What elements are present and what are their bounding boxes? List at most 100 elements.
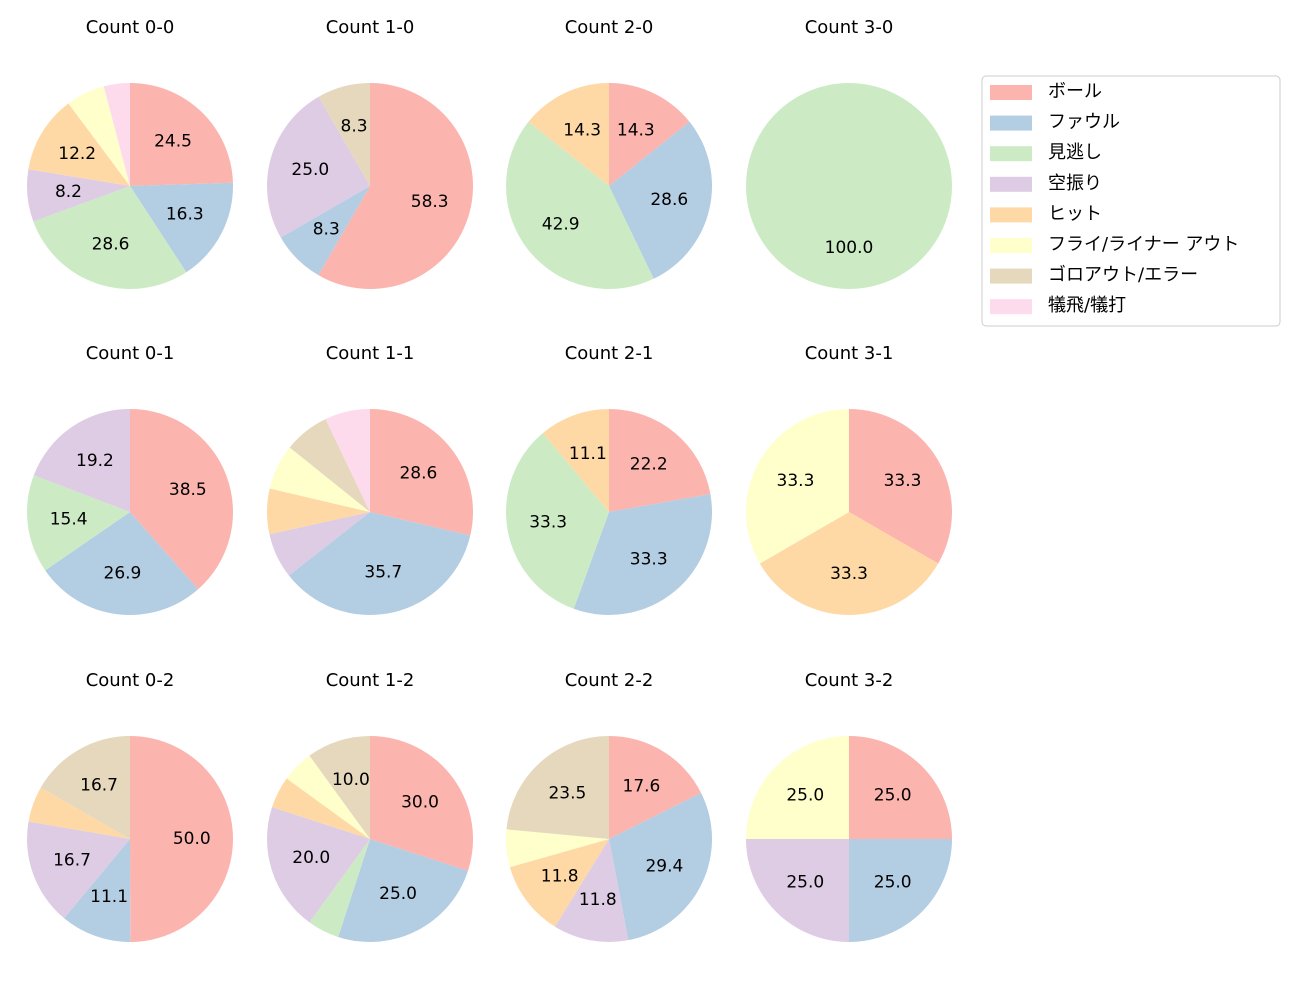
pie-slice: [609, 409, 711, 512]
value-label: 8.3: [313, 220, 340, 240]
value-label: 29.4: [645, 856, 683, 876]
chart-title: Count 2-2: [565, 670, 654, 691]
value-label: 33.3: [884, 471, 922, 491]
pie-slice: [130, 182, 233, 273]
value-label: 22.2: [630, 455, 668, 475]
legend-swatch: [990, 238, 1032, 253]
pie-slice: [27, 169, 131, 222]
value-label: 26.9: [104, 563, 142, 583]
legend-label: ヒット: [1048, 203, 1102, 224]
pie-slice: [267, 807, 370, 923]
pie-slice: [506, 121, 654, 289]
chart-title: Count 0-0: [86, 17, 175, 38]
pie-slice: [130, 83, 233, 186]
value-label: 11.1: [90, 887, 128, 907]
value-label: 25.0: [786, 785, 824, 805]
value-label: 16.7: [53, 850, 91, 870]
value-label: 14.3: [563, 120, 601, 140]
chart-title: Count 1-1: [326, 343, 415, 364]
pie-slice: [745, 409, 849, 564]
pie-slice: [280, 186, 370, 276]
value-label: 58.3: [411, 192, 449, 212]
pie-slice: [68, 86, 130, 186]
pie-slice: [267, 488, 370, 535]
value-label: 24.5: [154, 132, 192, 152]
pie-slice: [573, 494, 712, 616]
pie-slice: [269, 447, 370, 512]
pie-slice: [289, 419, 370, 512]
legend-swatch: [990, 299, 1032, 315]
value-label: 8.2: [55, 182, 82, 202]
legend-label: ファウル: [1048, 112, 1120, 133]
pie-slice: [849, 409, 952, 564]
pie-slice: [509, 839, 609, 927]
pie-slice: [318, 83, 370, 186]
pie-slice: [506, 829, 609, 868]
pie-slice: [103, 83, 130, 186]
chart-title: Count 1-0: [326, 17, 415, 38]
value-label: 25.0: [379, 884, 417, 904]
pie-slice: [849, 736, 952, 839]
pie-slice: [609, 121, 712, 279]
value-label: 33.3: [529, 513, 567, 533]
pie-slice: [286, 755, 370, 839]
pie-slice: [266, 96, 370, 238]
value-label: 11.8: [579, 890, 617, 910]
value-label: 33.3: [777, 471, 815, 491]
legend-swatch: [990, 268, 1032, 284]
value-label: 19.2: [76, 451, 114, 471]
chart-title: Count 2-1: [565, 343, 654, 364]
pie-slice: [542, 409, 609, 512]
pie-slice: [33, 409, 131, 512]
legend-label: 見逃し: [1048, 142, 1102, 163]
legend-swatch: [990, 207, 1032, 223]
legend-label: 犠飛/犠打: [1048, 295, 1126, 316]
pie-slice: [64, 839, 131, 943]
pie-slice: [746, 83, 952, 289]
value-label: 28.6: [650, 190, 688, 210]
pie-slice: [528, 83, 609, 186]
value-label: 50.0: [173, 829, 211, 849]
value-label: 25.0: [874, 785, 912, 805]
value-label: 16.3: [166, 205, 204, 225]
pie-slice: [28, 787, 130, 839]
value-label: 28.6: [399, 464, 437, 484]
pie-slice: [746, 736, 849, 839]
pie-slice: [609, 792, 712, 941]
chart-title: Count 3-1: [805, 343, 894, 364]
value-label: 17.6: [623, 776, 661, 796]
value-label: 30.0: [401, 793, 439, 813]
pie-slice: [26, 475, 130, 571]
chart-title: Count 3-0: [805, 17, 894, 38]
value-label: 16.7: [80, 775, 118, 795]
pie-slice: [370, 409, 473, 536]
pie-slice: [309, 736, 370, 839]
chart-title: Count 1-2: [326, 670, 415, 691]
value-label: 25.0: [786, 873, 824, 893]
pie-slice: [318, 83, 473, 289]
legend-label: ゴロアウト/エラー: [1048, 265, 1198, 286]
pie-slice: [33, 186, 187, 289]
pie-slice: [28, 103, 131, 186]
value-label: 12.2: [58, 144, 96, 164]
value-label: 8.3: [341, 116, 368, 136]
pie-slice: [130, 409, 233, 590]
chart-title: Count 2-0: [565, 17, 654, 38]
value-label: 20.0: [292, 848, 330, 868]
chart-title: Count 0-1: [86, 343, 175, 364]
pie-slice: [609, 736, 702, 839]
pie-slice: [272, 778, 370, 839]
pie-slice: [506, 433, 609, 609]
pie-slice: [27, 821, 130, 919]
chart-title: Count 3-2: [805, 670, 894, 691]
value-label: 11.8: [541, 866, 579, 886]
pie-slice: [338, 839, 468, 942]
pie-slice: [40, 736, 130, 839]
legend-label: 空振り: [1048, 173, 1102, 194]
legend-swatch: [990, 176, 1032, 192]
pie-slice: [609, 83, 690, 186]
value-label: 35.7: [364, 562, 402, 582]
pie-slice: [370, 736, 474, 871]
legend-swatch: [990, 115, 1032, 131]
pie-slice: [849, 839, 952, 942]
